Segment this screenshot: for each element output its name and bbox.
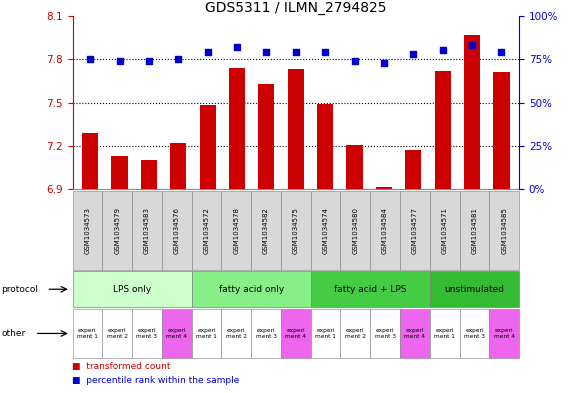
Text: GSM1034576: GSM1034576 xyxy=(173,207,180,254)
Text: other: other xyxy=(1,329,26,338)
Text: GSM1034584: GSM1034584 xyxy=(382,207,388,254)
Text: ■  percentile rank within the sample: ■ percentile rank within the sample xyxy=(72,376,240,385)
Text: experi
ment 4: experi ment 4 xyxy=(285,328,306,339)
Bar xyxy=(229,68,245,189)
Point xyxy=(115,58,124,64)
Bar xyxy=(82,133,98,189)
Text: experi
ment 2: experi ment 2 xyxy=(345,328,366,339)
Text: protocol: protocol xyxy=(1,285,38,294)
Text: experi
ment 1: experi ment 1 xyxy=(196,328,217,339)
Text: unstimulated: unstimulated xyxy=(444,285,505,294)
Point xyxy=(173,56,183,62)
Point xyxy=(467,42,477,48)
Text: GSM1034577: GSM1034577 xyxy=(412,207,418,254)
Text: experi
ment 3: experi ment 3 xyxy=(256,328,277,339)
Point xyxy=(233,44,242,50)
Text: experi
ment 3: experi ment 3 xyxy=(464,328,485,339)
Text: experi
ment 2: experi ment 2 xyxy=(226,328,246,339)
Point xyxy=(409,51,418,57)
Title: GDS5311 / ILMN_2794825: GDS5311 / ILMN_2794825 xyxy=(205,1,386,15)
Text: experi
ment 3: experi ment 3 xyxy=(136,328,157,339)
Text: experi
ment 3: experi ment 3 xyxy=(375,328,396,339)
Text: GSM1034572: GSM1034572 xyxy=(204,207,209,254)
Bar xyxy=(288,69,304,189)
Text: fatty acid + LPS: fatty acid + LPS xyxy=(334,285,407,294)
Text: GSM1034574: GSM1034574 xyxy=(322,207,329,254)
Point xyxy=(350,58,359,64)
Text: GSM1034580: GSM1034580 xyxy=(352,207,358,254)
Bar xyxy=(111,156,128,189)
Text: GSM1034582: GSM1034582 xyxy=(263,207,269,254)
Bar xyxy=(200,105,216,189)
Text: GSM1034571: GSM1034571 xyxy=(441,207,448,254)
Bar xyxy=(376,187,392,189)
Bar xyxy=(405,151,422,189)
Text: experi
ment 4: experi ment 4 xyxy=(404,328,425,339)
Text: GSM1034573: GSM1034573 xyxy=(84,207,90,254)
Point xyxy=(85,56,95,62)
Bar xyxy=(141,160,157,189)
Point xyxy=(497,49,506,55)
Text: experi
ment 1: experi ment 1 xyxy=(434,328,455,339)
Bar xyxy=(464,35,480,189)
Bar xyxy=(346,145,362,189)
Text: GSM1034575: GSM1034575 xyxy=(293,207,299,254)
Text: GSM1034581: GSM1034581 xyxy=(472,207,477,254)
Text: experi
ment 1: experi ment 1 xyxy=(315,328,336,339)
Bar xyxy=(434,71,451,189)
Bar xyxy=(170,143,186,189)
Point xyxy=(144,58,154,64)
Bar xyxy=(317,104,334,189)
Text: experi
ment 4: experi ment 4 xyxy=(494,328,514,339)
Bar xyxy=(258,84,274,189)
Text: experi
ment 2: experi ment 2 xyxy=(107,328,128,339)
Point xyxy=(291,49,300,55)
Point xyxy=(262,49,271,55)
Point xyxy=(321,49,330,55)
Point xyxy=(203,49,212,55)
Text: GSM1034579: GSM1034579 xyxy=(114,207,120,254)
Text: GSM1034583: GSM1034583 xyxy=(144,207,150,254)
Text: ■  transformed count: ■ transformed count xyxy=(72,362,171,371)
Point xyxy=(379,59,389,66)
Text: GSM1034585: GSM1034585 xyxy=(501,207,508,254)
Text: experi
ment 1: experi ment 1 xyxy=(77,328,98,339)
Point xyxy=(438,47,447,53)
Bar xyxy=(494,72,510,189)
Text: fatty acid only: fatty acid only xyxy=(219,285,284,294)
Text: GSM1034578: GSM1034578 xyxy=(233,207,240,254)
Text: LPS only: LPS only xyxy=(113,285,151,294)
Text: experi
ment 4: experi ment 4 xyxy=(166,328,187,339)
